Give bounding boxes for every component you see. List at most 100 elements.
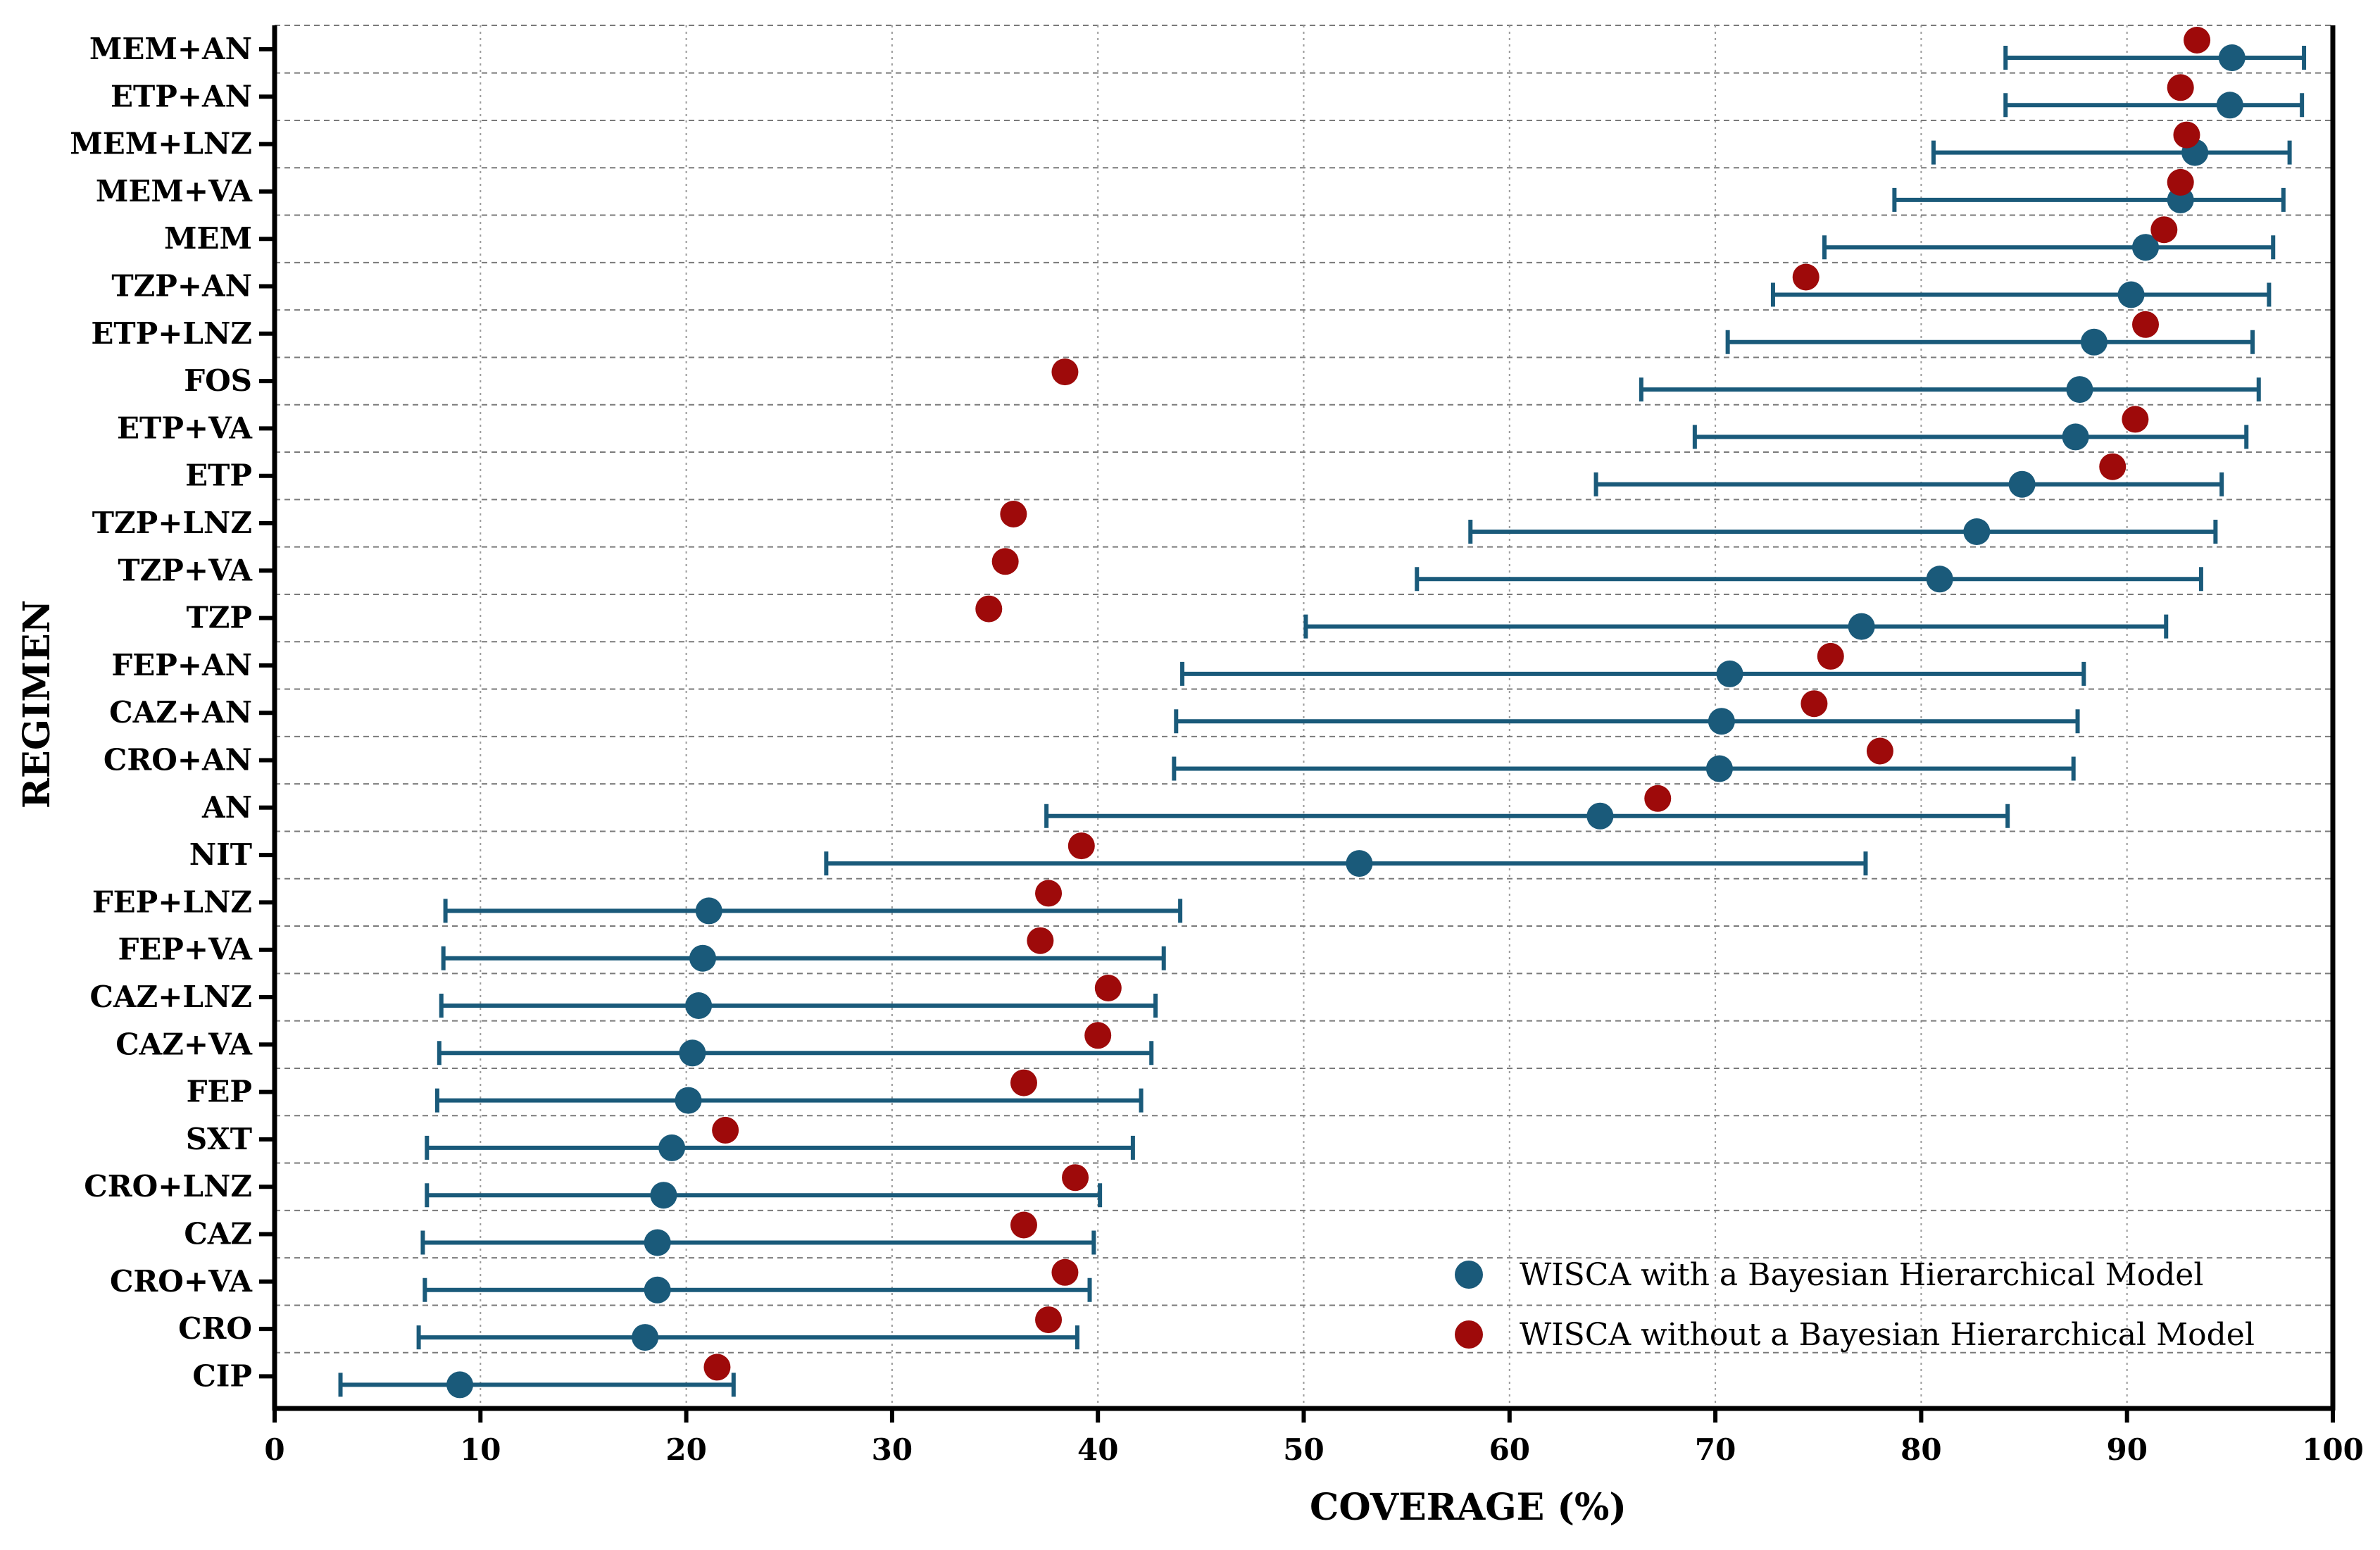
data-points	[446, 27, 2246, 1399]
point-without-bayesian-caz-an	[1800, 690, 1828, 718]
point-without-bayesian-etp-an	[2167, 74, 2194, 101]
point-with-bayesian-caz-va	[679, 1039, 706, 1067]
point-with-bayesian-tzp-va	[1926, 565, 1953, 593]
legend-label-without-bayesian: WISCA without a Bayesian Hierarchical Mo…	[1520, 1317, 2255, 1353]
point-without-bayesian-mem-va	[2167, 168, 2194, 196]
point-with-bayesian-cro-lnz	[650, 1182, 677, 1209]
point-without-bayesian-fep	[1010, 1069, 1037, 1096]
y-axis-title: REGIMEN	[15, 600, 58, 808]
point-without-bayesian-fep-an	[1817, 642, 1844, 670]
point-without-bayesian-tzp-lnz	[1000, 501, 1027, 527]
point-without-bayesian-etp	[2099, 453, 2127, 480]
y-tick-label-cro-va: CRO+VA	[110, 1264, 253, 1299]
point-without-bayesian-mem-lnz	[2173, 121, 2200, 149]
y-tick-label-caz-va: CAZ+VA	[115, 1027, 253, 1061]
point-without-bayesian-sxt	[712, 1116, 739, 1144]
y-tick-label-etp: ETP	[185, 458, 252, 493]
point-with-bayesian-cro	[632, 1324, 659, 1351]
y-tick-label-tzp-lnz: TZP+LNZ	[92, 506, 252, 540]
y-tick-label-an: AN	[201, 790, 252, 825]
point-with-bayesian-caz-lnz	[685, 992, 713, 1019]
point-without-bayesian-cip	[703, 1354, 731, 1381]
y-tick-label-sxt: SXT	[186, 1122, 252, 1156]
point-without-bayesian-tzp-va	[991, 548, 1019, 575]
x-tick-label-40: 40	[1077, 1432, 1118, 1467]
y-tick-label-mem-va: MEM+VA	[96, 174, 253, 208]
legend: WISCA with a Bayesian Hierarchical Model…	[1455, 1257, 2255, 1353]
y-tick-label-fep-lnz: FEP+LNZ	[92, 885, 252, 919]
point-with-bayesian-an	[1586, 802, 1614, 830]
y-tick-label-tzp: TZP	[187, 601, 253, 635]
y-tick-label-fep-va: FEP+VA	[118, 932, 253, 967]
x-tick-label-70: 70	[1695, 1432, 1736, 1467]
y-tick-label-cro-lnz: CRO+LNZ	[84, 1169, 252, 1204]
legend-marker-without-bayesian	[1455, 1320, 1483, 1349]
y-tick-label-caz-lnz: CAZ+LNZ	[90, 980, 252, 1014]
y-tick-label-fos: FOS	[184, 363, 252, 398]
point-with-bayesian-fep-va	[689, 944, 716, 972]
y-tick-label-mem-an: MEM+AN	[89, 32, 252, 66]
point-with-bayesian-cro-an	[1705, 755, 1733, 782]
point-with-bayesian-cip	[446, 1371, 474, 1399]
point-with-bayesian-etp-an	[2216, 92, 2243, 119]
point-with-bayesian-etp	[2008, 470, 2036, 498]
legend-label-with-bayesian: WISCA with a Bayesian Hierarchical Model	[1520, 1257, 2203, 1293]
x-tick-label-90: 90	[2106, 1432, 2147, 1467]
point-with-bayesian-caz	[644, 1229, 671, 1256]
point-without-bayesian-fep-lnz	[1035, 880, 1063, 907]
grid	[275, 25, 2334, 1408]
y-tick-label-caz-an: CAZ+AN	[109, 695, 252, 730]
point-without-bayesian-cro-lnz	[1062, 1164, 1089, 1192]
x-tick-label-30: 30	[872, 1432, 913, 1467]
point-with-bayesian-tzp	[1848, 613, 1875, 640]
point-with-bayesian-fep-an	[1716, 660, 1743, 687]
y-tick-label-cip: CIP	[192, 1358, 252, 1393]
point-without-bayesian-caz	[1010, 1211, 1037, 1239]
y-tick-label-cro: CRO	[178, 1311, 252, 1346]
x-tick-label-20: 20	[665, 1432, 706, 1467]
x-tick-label-0: 0	[264, 1432, 284, 1467]
point-without-bayesian-etp-va	[2122, 406, 2149, 433]
point-without-bayesian-fos	[1051, 358, 1079, 386]
point-with-bayesian-fos	[2066, 376, 2093, 404]
y-tick-label-mem-lnz: MEM+LNZ	[70, 127, 252, 161]
axes: MEM+AN ETP+AN MEM+LNZ MEM+VA MEM TZP+AN ETP+LN…	[70, 25, 2364, 1467]
point-without-bayesian-caz-lnz	[1094, 975, 1122, 1001]
point-with-bayesian-fep-lnz	[695, 897, 722, 925]
x-tick-label-10: 10	[460, 1432, 501, 1467]
point-without-bayesian-etp-lnz	[2132, 311, 2160, 338]
point-without-bayesian-cro-an	[1866, 737, 1893, 765]
point-without-bayesian-fep-va	[1027, 927, 1054, 954]
y-tick-label-etp-lnz: ETP+LNZ	[91, 316, 252, 351]
x-axis-title: COVERAGE (%)	[1310, 1486, 1627, 1529]
error-bars	[338, 46, 2307, 1397]
point-without-bayesian-mem	[2150, 216, 2178, 244]
point-with-bayesian-mem-an	[2218, 44, 2246, 71]
point-with-bayesian-sxt	[658, 1134, 686, 1161]
y-tick-label-cro-an: CRO+AN	[104, 743, 252, 777]
y-tick-label-fep-an: FEP+AN	[111, 648, 252, 682]
point-with-bayesian-mem	[2132, 234, 2160, 261]
point-with-bayesian-caz-an	[1708, 708, 1735, 735]
point-without-bayesian-tzp	[975, 595, 1003, 623]
x-tick-label-100: 100	[2302, 1432, 2364, 1467]
point-with-bayesian-nit	[1346, 850, 1373, 877]
point-with-bayesian-cro-va	[644, 1276, 671, 1304]
point-without-bayesian-nit	[1067, 832, 1095, 860]
y-tick-label-fep: FEP	[187, 1075, 252, 1109]
y-tick-label-mem: MEM	[164, 221, 252, 256]
y-tick-label-caz: CAZ	[184, 1217, 252, 1251]
y-tick-label-nit: NIT	[189, 837, 252, 872]
point-with-bayesian-tzp-lnz	[1963, 518, 1991, 545]
x-tick-label-80: 80	[1900, 1432, 1941, 1467]
x-tick-label-50: 50	[1283, 1432, 1324, 1467]
x-tick-label-60: 60	[1489, 1432, 1530, 1467]
point-without-bayesian-tzp-an	[1792, 263, 1820, 291]
y-tick-label-tzp-an: TZP+AN	[111, 269, 252, 304]
point-without-bayesian-an	[1644, 785, 1672, 812]
y-tick-label-etp-an: ETP+AN	[111, 79, 252, 113]
legend-marker-with-bayesian	[1455, 1261, 1483, 1289]
point-without-bayesian-cro	[1035, 1306, 1063, 1334]
point-without-bayesian-cro-va	[1051, 1258, 1079, 1286]
